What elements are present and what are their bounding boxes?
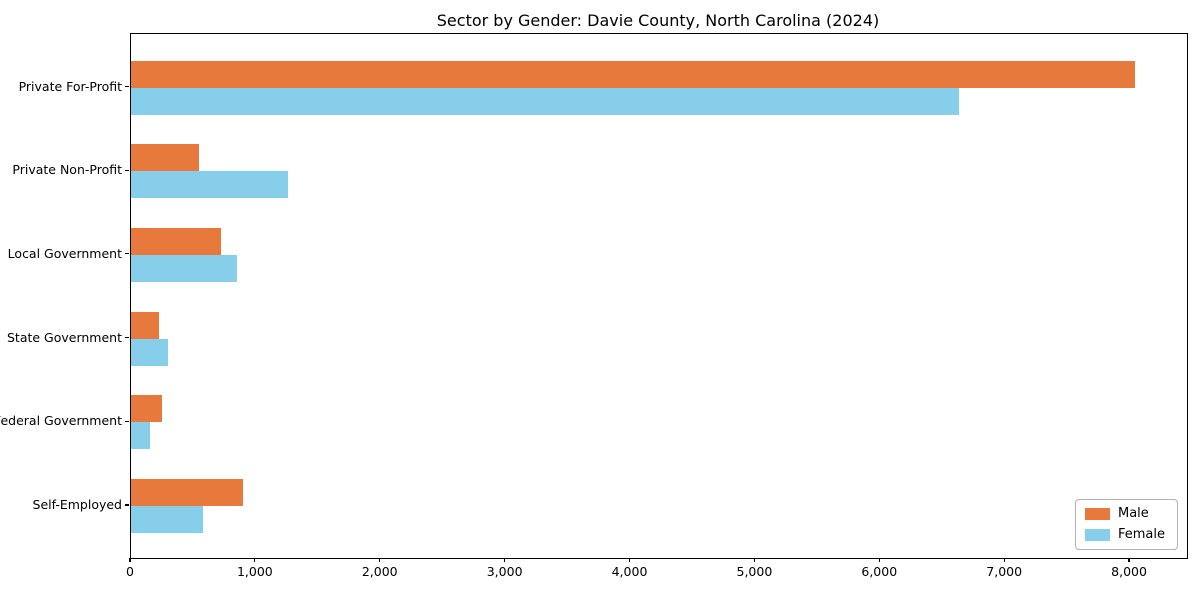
y-tick-mark bbox=[125, 169, 129, 171]
bar-male-5 bbox=[131, 395, 163, 423]
bar-female-2 bbox=[131, 171, 288, 199]
y-tick-mark bbox=[125, 337, 129, 339]
x-tick-mark bbox=[129, 558, 131, 562]
legend-label-male: Male bbox=[1117, 506, 1149, 521]
y-axis-label: Private For-Profit bbox=[18, 78, 122, 94]
legend-entry-male: Male bbox=[1084, 506, 1165, 521]
legend: Male Female bbox=[1074, 499, 1178, 550]
y-axis-label: Self-Employed bbox=[32, 497, 122, 512]
y-tick-mark bbox=[125, 504, 129, 506]
x-tick-mark bbox=[628, 558, 631, 562]
bar-male-1 bbox=[131, 60, 1136, 88]
x-axis-tick-label: 7,000 bbox=[986, 564, 1023, 579]
y-tick-mark bbox=[125, 85, 129, 88]
bar-male-2 bbox=[131, 144, 200, 172]
bar-female-1 bbox=[131, 87, 959, 115]
male-swatch-icon bbox=[1084, 508, 1110, 520]
x-axis-tick-label: 0 bbox=[126, 564, 134, 579]
x-tick-mark bbox=[379, 558, 381, 562]
y-axis-label: Local Government bbox=[7, 245, 122, 261]
chart-title: Sector by Gender: Davie County, North Ca… bbox=[436, 11, 880, 30]
y-axis-label: State Government bbox=[6, 329, 122, 345]
bar-female-5 bbox=[131, 422, 150, 450]
x-tick-mark bbox=[753, 558, 755, 562]
y-axis-label: Private Non-Profit bbox=[12, 162, 122, 178]
x-axis-tick-label: 2,000 bbox=[361, 564, 398, 579]
y-tick-mark bbox=[125, 253, 129, 255]
x-tick-mark bbox=[878, 558, 880, 562]
x-axis-tick-label: 5,000 bbox=[736, 564, 773, 579]
bar-female-6 bbox=[131, 506, 203, 533]
bar-male-4 bbox=[131, 311, 160, 339]
x-tick-mark bbox=[1128, 558, 1130, 562]
bar-female-3 bbox=[131, 254, 238, 282]
female-swatch-icon bbox=[1084, 529, 1110, 541]
plot-area: Male Female bbox=[130, 33, 1188, 559]
bar-male-6 bbox=[131, 479, 243, 506]
bar-male-3 bbox=[131, 227, 221, 255]
x-axis-tick-label: 1,000 bbox=[236, 564, 273, 579]
legend-entry-female: Female bbox=[1084, 527, 1165, 542]
bar-female-4 bbox=[131, 338, 168, 366]
legend-label-female: Female bbox=[1117, 527, 1165, 542]
x-axis-tick-label: 8,000 bbox=[1111, 564, 1147, 579]
x-tick-mark bbox=[1003, 558, 1005, 562]
x-axis-tick-label: 6,000 bbox=[861, 564, 898, 579]
x-axis-tick-label: 4,000 bbox=[611, 564, 648, 579]
y-tick-mark bbox=[125, 420, 129, 422]
x-axis-tick-label: 3,000 bbox=[486, 564, 523, 579]
y-axis-label: Federal Government bbox=[0, 413, 122, 429]
x-tick-mark bbox=[504, 558, 506, 562]
x-tick-mark bbox=[254, 558, 256, 562]
